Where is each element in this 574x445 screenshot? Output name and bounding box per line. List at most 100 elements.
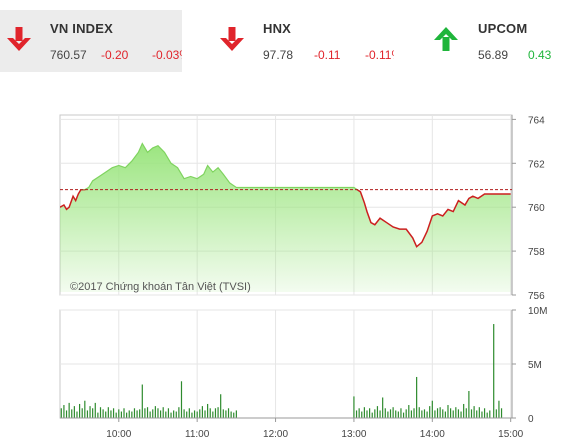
time-axis: 10:00 11:00 12:00 13:00 14:00 15:00 bbox=[60, 417, 524, 440]
volume-bar bbox=[447, 405, 449, 418]
volume-bar bbox=[115, 412, 117, 418]
price-area bbox=[60, 143, 511, 292]
volume-bar bbox=[230, 411, 232, 418]
down-arrow-icon bbox=[220, 27, 244, 51]
price-y-tick-label: 760 bbox=[528, 203, 545, 214]
volume-bar bbox=[410, 410, 413, 418]
volume-bar bbox=[97, 412, 99, 418]
volume-bar bbox=[392, 407, 394, 418]
volume-bar bbox=[387, 411, 389, 418]
volume-bar bbox=[416, 376, 418, 418]
volume-bar bbox=[498, 400, 500, 418]
volume-bar bbox=[431, 400, 433, 418]
volume-bar bbox=[402, 412, 405, 418]
volume-bar bbox=[60, 408, 62, 418]
index-name: VN INDEX bbox=[50, 21, 114, 36]
volume-bar bbox=[450, 408, 452, 418]
volume-bar bbox=[209, 408, 211, 418]
volume-bar bbox=[193, 410, 196, 418]
volume-bar bbox=[473, 406, 475, 418]
x-tick-label: 11:00 bbox=[185, 429, 210, 440]
volume-bar bbox=[460, 411, 462, 418]
x-tick-label: 12:00 bbox=[263, 429, 288, 440]
volume-bar bbox=[455, 407, 457, 418]
index-percent: -0.03% bbox=[152, 48, 182, 62]
price-y-tick-label: 758 bbox=[528, 247, 545, 258]
volume-bar bbox=[207, 403, 209, 418]
volume-y-tick-label: 10M bbox=[528, 306, 547, 317]
index-card-upcom[interactable]: UPCOM 56.89 0.43 bbox=[428, 10, 574, 72]
price-y-tick-label: 764 bbox=[528, 115, 545, 126]
volume-bar bbox=[405, 409, 407, 418]
volume-bar bbox=[133, 408, 136, 418]
volume-bar bbox=[495, 409, 497, 418]
volume-bar bbox=[470, 409, 473, 418]
volume-bar bbox=[146, 407, 149, 418]
volume-bar bbox=[452, 410, 454, 418]
volume-bar bbox=[81, 408, 83, 418]
price-line-below-reference bbox=[60, 189, 511, 248]
volume-bar bbox=[413, 408, 415, 418]
volume-bar bbox=[188, 408, 190, 418]
volume-bar bbox=[233, 412, 235, 418]
index-card-hnx[interactable]: HNX 97.78 -0.11 -0.11% bbox=[213, 10, 398, 72]
volume-bar bbox=[68, 402, 70, 418]
volume-bar bbox=[465, 408, 467, 418]
volume-bar bbox=[353, 396, 355, 418]
volume-bar bbox=[486, 412, 488, 418]
x-tick-label: 10:00 bbox=[106, 429, 131, 440]
chart-watermark: ©2017 Chứng khoán Tân Việt (TVSI) bbox=[70, 281, 251, 293]
volume-bar bbox=[444, 411, 446, 418]
index-change: -0.11 bbox=[314, 48, 341, 62]
volume-bar bbox=[481, 411, 483, 418]
volume-bar bbox=[92, 408, 94, 418]
index-card-vnindex[interactable]: VN INDEX 760.57 -0.20 -0.03% bbox=[0, 10, 182, 72]
volume-bar bbox=[201, 406, 203, 418]
volume-bar bbox=[376, 406, 379, 418]
volume-bar bbox=[220, 394, 222, 418]
volume-bar bbox=[118, 409, 120, 418]
volume-bar bbox=[476, 410, 478, 418]
volume-bar bbox=[196, 411, 198, 418]
volume-bar bbox=[78, 403, 81, 418]
index-percent: -0.11% bbox=[365, 48, 394, 62]
volume-bar bbox=[141, 384, 143, 418]
volume-bar bbox=[105, 411, 107, 418]
volume-bar bbox=[180, 381, 183, 418]
volume-bar bbox=[493, 324, 495, 418]
index-name: UPCOM bbox=[478, 21, 528, 36]
volume-panel: 10M 5M 0 bbox=[59, 306, 547, 425]
volume-bar bbox=[157, 408, 159, 418]
volume-bar bbox=[408, 405, 410, 418]
volume-bar bbox=[212, 411, 214, 418]
x-tick-label: 15:00 bbox=[498, 429, 523, 440]
volume-bar bbox=[379, 410, 381, 418]
volume-bar bbox=[436, 408, 439, 418]
volume-bar bbox=[235, 410, 237, 418]
volume-bar bbox=[217, 407, 219, 418]
volume-bar bbox=[173, 410, 175, 418]
volume-bar bbox=[73, 406, 75, 418]
volume-bar bbox=[183, 409, 185, 418]
price-line-above-reference bbox=[80, 142, 359, 190]
volume-bar bbox=[371, 412, 373, 418]
volume-bar bbox=[191, 412, 193, 418]
volume-bar bbox=[170, 412, 172, 418]
volume-bar bbox=[175, 411, 177, 418]
volume-bar bbox=[397, 411, 399, 418]
volume-bar bbox=[186, 411, 188, 418]
x-tick-label: 14:00 bbox=[420, 429, 445, 440]
volume-bar bbox=[152, 409, 154, 418]
price-panel: 764 762 760 758 756 bbox=[59, 114, 545, 302]
volume-bar bbox=[204, 410, 206, 418]
volume-bar bbox=[110, 410, 112, 418]
index-value: 56.89 bbox=[478, 48, 509, 62]
volume-bar bbox=[358, 408, 360, 418]
volume-bar bbox=[363, 407, 365, 418]
volume-bar bbox=[382, 397, 384, 418]
volume-bar bbox=[162, 407, 164, 418]
volume-bar bbox=[214, 408, 217, 418]
volume-bar bbox=[423, 409, 426, 418]
volume-bar bbox=[128, 410, 130, 418]
